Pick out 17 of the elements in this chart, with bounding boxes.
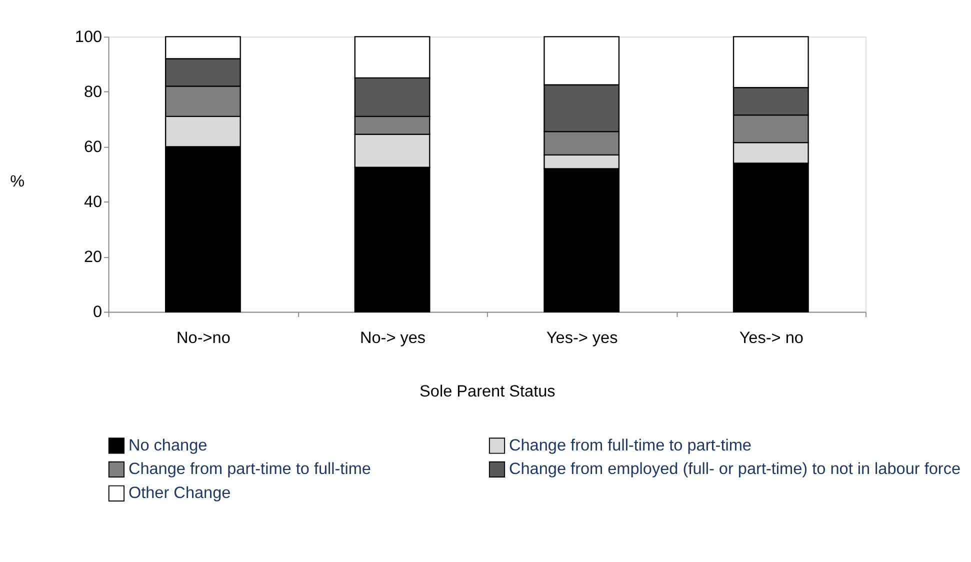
y-tick-label: 60 — [84, 138, 102, 156]
y-tick-label: 80 — [84, 82, 102, 101]
x-axis-title: Sole Parent Status — [420, 382, 556, 401]
y-tick-label: 20 — [84, 248, 102, 266]
y-tick-label: 100 — [74, 28, 102, 46]
y-tick-label: 0 — [93, 303, 102, 322]
legend-label: No change — [128, 436, 208, 455]
x-tick-label: No-> yes — [360, 328, 426, 347]
legend-label: Other Change — [128, 484, 231, 502]
legend-label: Change from part-time to full-time — [128, 460, 371, 478]
y-tick-label: 40 — [84, 192, 102, 211]
legend-label: Change from full-time to part-time — [508, 436, 752, 455]
legend-label: Change from employed (full- or part-time) to not in labour force — [508, 460, 961, 478]
y-axis-title: % — [10, 172, 25, 191]
x-tick-label: Yes-> yes — [546, 328, 618, 347]
x-tick-label: Yes-> no — [739, 328, 804, 347]
x-tick-label: No->no — [176, 328, 230, 347]
